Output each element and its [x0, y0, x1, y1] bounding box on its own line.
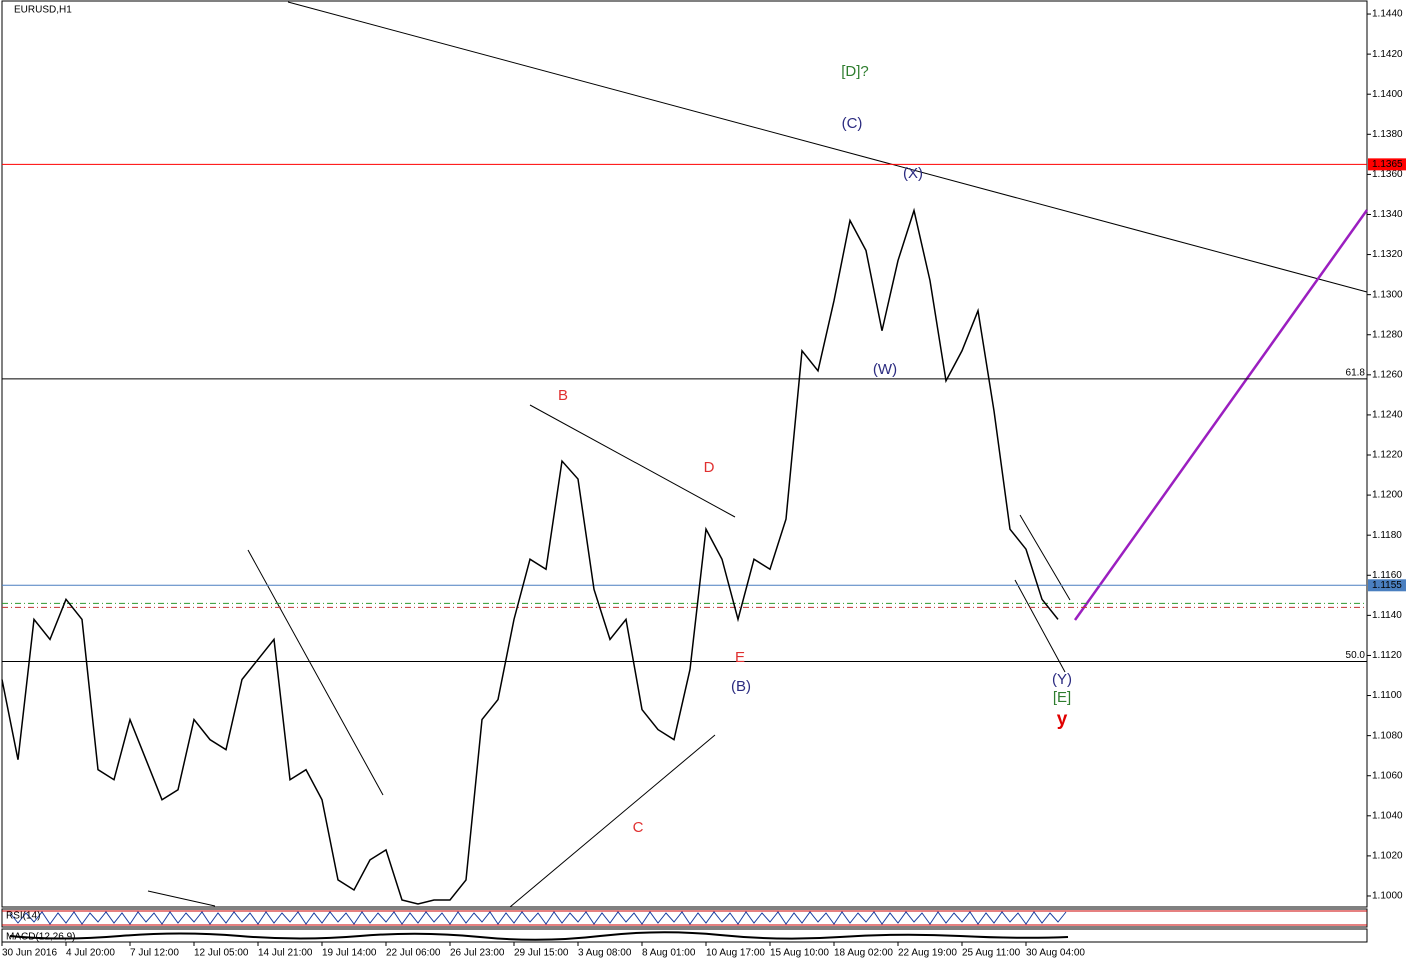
price-label: 1.1365	[1372, 159, 1403, 170]
x-tick-label: 8 Aug 01:00	[642, 948, 696, 959]
y-tick-label: 1.1060	[1372, 770, 1403, 781]
wave-label: (X)	[903, 165, 923, 182]
x-tick-label: 7 Jul 12:00	[130, 948, 179, 959]
y-tick-label: 1.1100	[1372, 690, 1402, 701]
y-tick-label: 1.1000	[1372, 891, 1403, 902]
y-tick-label: 1.1440	[1372, 9, 1403, 20]
y-tick-label: 1.1240	[1372, 410, 1403, 421]
x-tick-label: 18 Aug 02:00	[834, 948, 893, 959]
wave-label: y	[1057, 709, 1068, 730]
trend-line	[1019, 514, 1071, 601]
x-tick-label: 15 Aug 10:00	[770, 948, 829, 959]
y-tick-label: 1.1040	[1372, 810, 1403, 821]
y-tick-label: 1.1340	[1372, 209, 1403, 220]
rsi-frame	[1, 908, 1368, 928]
x-tick-label: 22 Aug 19:00	[898, 948, 957, 959]
fib-label: 50.0	[1346, 650, 1366, 661]
trend-line	[247, 549, 384, 796]
x-tick-label: 25 Aug 11:00	[962, 948, 1021, 959]
wave-label: (C)	[842, 115, 863, 132]
trend-line	[147, 890, 216, 907]
y-tick-label: 1.1320	[1372, 249, 1403, 260]
y-tick-label: 1.1280	[1372, 329, 1403, 340]
x-tick-label: 30 Aug 04:00	[1026, 948, 1085, 959]
price-label-box	[1368, 579, 1406, 592]
wave-label: (Y)	[1052, 671, 1072, 688]
wave-label: E	[735, 649, 745, 666]
x-tick-label: 4 Jul 20:00	[66, 948, 115, 959]
symbol-title: EURUSD,H1	[14, 5, 72, 16]
indicator-label: RSI(14)	[6, 911, 40, 922]
trend-line	[1014, 579, 1066, 673]
projection-line	[1073, 209, 1369, 621]
macd-histogram	[9, 931, 1069, 941]
trend-line	[529, 404, 736, 518]
y-tick-label: 1.1020	[1372, 851, 1403, 862]
price-label-box	[1368, 158, 1406, 171]
trend-line	[287, 1, 1368, 293]
x-tick-label: 22 Jul 06:00	[386, 948, 441, 959]
y-tick-label: 1.1300	[1372, 289, 1403, 300]
y-tick-label: 1.1360	[1372, 169, 1403, 180]
x-tick-label: 19 Jul 14:00	[322, 948, 377, 959]
x-tick-label: 29 Jul 15:00	[514, 948, 569, 959]
fib-label: 61.8	[1346, 367, 1366, 378]
y-tick-label: 1.1420	[1372, 49, 1403, 60]
y-tick-label: 1.1120	[1372, 650, 1402, 661]
x-tick-label: 3 Aug 08:00	[578, 948, 632, 959]
y-tick-label: 1.1260	[1372, 369, 1403, 380]
wave-label: D	[704, 459, 715, 476]
wave-label: C	[633, 819, 644, 836]
price-label: 1.1155	[1372, 580, 1402, 591]
wave-label: [D]?	[841, 63, 869, 80]
x-tick-label: 26 Jul 23:00	[450, 948, 505, 959]
y-tick-label: 1.1400	[1372, 89, 1403, 100]
macd-frame	[1, 928, 1368, 943]
y-tick-label: 1.1380	[1372, 129, 1403, 140]
x-tick-label: 14 Jul 21:00	[258, 948, 313, 959]
y-tick-label: 1.1180	[1372, 530, 1402, 541]
wave-label: [E]	[1053, 689, 1071, 706]
x-tick-label: 30 Jun 2016	[2, 948, 57, 959]
trend-line	[509, 734, 716, 908]
wave-label: (W)	[873, 361, 897, 378]
x-tick-label: 12 Jul 05:00	[194, 948, 249, 959]
y-tick-label: 1.1200	[1372, 490, 1403, 501]
wave-label: B	[558, 387, 568, 404]
wave-label: (B)	[731, 678, 751, 695]
y-tick-label: 1.1080	[1372, 730, 1403, 741]
rsi-line	[9, 911, 1067, 925]
y-tick-label: 1.1140	[1372, 610, 1402, 621]
y-tick-label: 1.1160	[1372, 570, 1402, 581]
price-line	[1, 207, 1059, 905]
x-tick-label: 10 Aug 17:00	[706, 948, 765, 959]
plot-frame	[1, 0, 1368, 908]
indicator-label: MACD(12,26,9)	[6, 932, 75, 943]
y-tick-label: 1.1220	[1372, 450, 1403, 461]
